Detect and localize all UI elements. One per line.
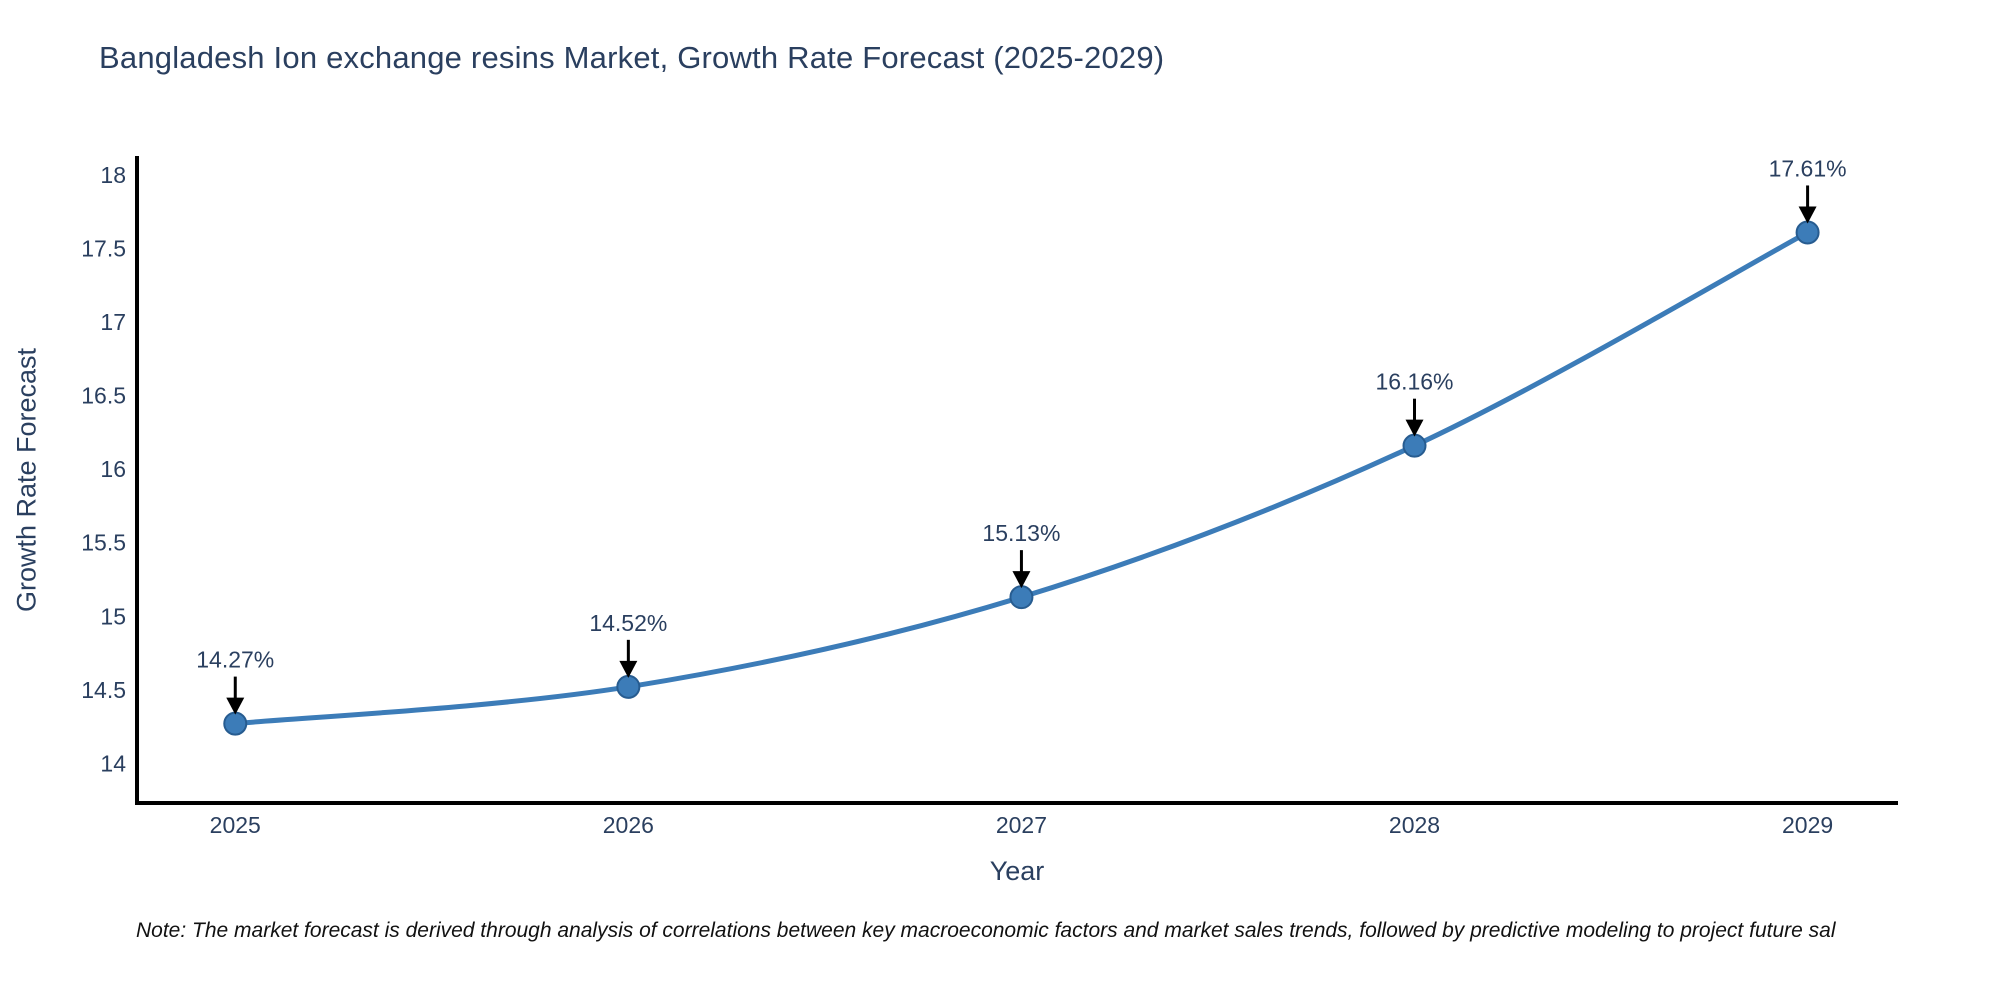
data-point-marker [616,674,641,699]
y-tick-label: 17 [100,309,126,335]
y-tick-label: 15 [100,603,126,629]
x-tick-label: 2029 [1782,812,1833,838]
data-point-marker [1009,585,1034,610]
data-point-marker [1402,433,1427,458]
annotation-arrowhead [226,697,245,715]
annotation-arrowhead [619,660,638,678]
x-tick-label: 2026 [603,812,654,838]
point-annotation: 16.16% [1376,369,1454,395]
trend-line [232,229,1811,727]
point-annotation: 17.61% [1769,155,1847,181]
y-tick-label: 15.5 [81,530,126,556]
y-tick-label: 18 [100,162,126,188]
x-tick-label: 2025 [210,812,261,838]
point-annotation: 15.13% [982,520,1060,546]
annotation-arrowhead [1405,419,1424,437]
chart-title: Bangladesh Ion exchange resins Market, G… [99,40,1165,75]
point-annotation: 14.52% [589,610,667,636]
data-point-marker [1795,220,1820,245]
y-tick-label: 16 [100,456,126,482]
y-tick-label: 14.5 [81,677,126,703]
point-annotation: 14.27% [196,647,274,673]
y-tick-label: 14 [100,750,126,776]
x-axis-title: Year [989,856,1045,886]
annotation-arrowhead [1798,206,1817,224]
annotation-arrowhead [1012,571,1031,589]
axis-lines [135,156,1898,805]
footnote: Note: The market forecast is derived thr… [136,919,1836,942]
y-axis-title: Growth Rate Forecast [11,347,42,613]
y-tick-label: 16.5 [81,383,126,409]
y-tick-label: 17.5 [81,236,126,262]
x-tick-label: 2028 [1389,812,1440,838]
x-tick-label: 2027 [996,812,1047,838]
data-point-marker [223,711,248,736]
